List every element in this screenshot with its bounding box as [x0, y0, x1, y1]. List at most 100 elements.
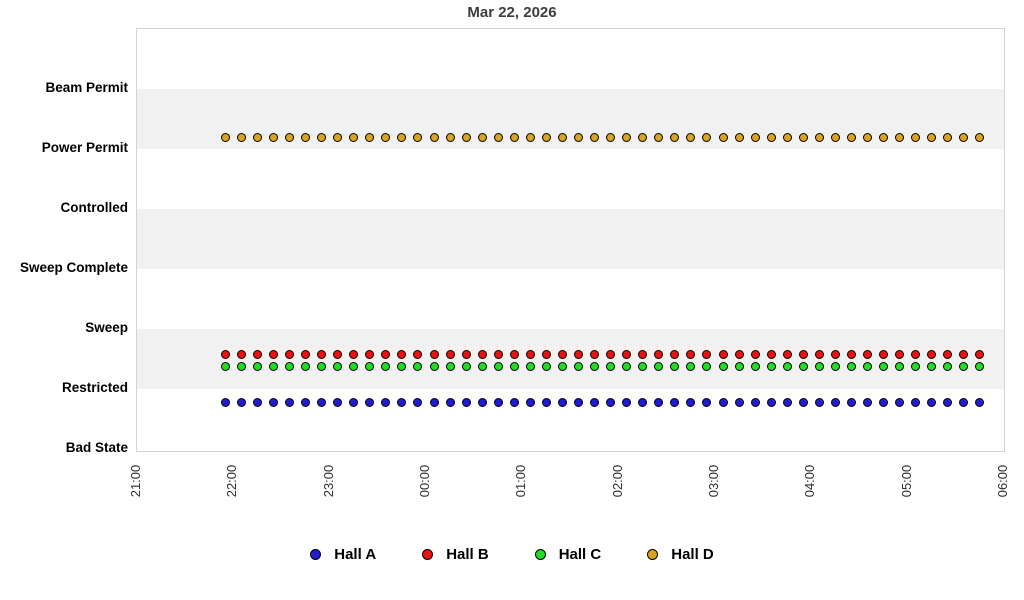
y-axis-label: Beam Permit	[45, 80, 128, 95]
data-point-hall-c	[220, 362, 230, 371]
data-point-hall-b	[879, 349, 889, 359]
x-axis-label: 05:00	[898, 464, 914, 498]
data-point-hall-c	[493, 362, 503, 371]
data-point-hall-b	[349, 349, 359, 359]
x-axis-label: 23:00	[320, 464, 336, 498]
data-point-hall-c	[686, 362, 696, 371]
data-point-hall-d	[734, 132, 744, 142]
legend-marker-icon	[422, 548, 434, 560]
data-point-hall-d	[606, 132, 616, 142]
data-point-hall-b	[285, 349, 295, 359]
data-point-hall-d	[333, 132, 343, 142]
data-point-hall-b	[413, 349, 423, 359]
y-axis-label: Controlled	[60, 200, 129, 215]
data-point-hall-b	[590, 349, 600, 359]
data-point-hall-b	[911, 349, 921, 359]
data-point-hall-d	[622, 132, 632, 142]
data-point-hall-b	[557, 349, 567, 359]
data-point-hall-b	[574, 349, 584, 359]
data-point-hall-d	[959, 132, 969, 142]
y-axis: Beam Permit Power Permit Controlled Sweep C…	[0, 28, 129, 455]
data-point-hall-a	[798, 398, 808, 407]
data-point-hall-b	[750, 349, 760, 359]
data-point-hall-c	[670, 362, 680, 371]
data-point-hall-c	[236, 362, 246, 371]
data-point-hall-c	[734, 362, 744, 371]
data-point-hall-d	[461, 132, 471, 142]
data-point-hall-d	[590, 132, 600, 142]
data-point-hall-b	[397, 349, 407, 359]
data-point-hall-d	[670, 132, 680, 142]
data-point-hall-c	[959, 362, 969, 371]
data-point-hall-a	[509, 398, 519, 407]
data-point-hall-b	[718, 349, 728, 359]
data-point-hall-d	[782, 132, 792, 142]
data-point-hall-c	[911, 362, 921, 371]
data-point-hall-b	[381, 349, 391, 359]
plot-band	[137, 89, 1004, 149]
data-point-hall-b	[782, 349, 792, 359]
data-point-hall-b	[477, 349, 487, 359]
legend: Hall A Hall B Hall C Hall D	[0, 540, 1024, 568]
data-point-hall-b	[493, 349, 503, 359]
y-axis-label: Power Permit	[41, 140, 128, 155]
data-point-hall-c	[333, 362, 343, 371]
data-point-hall-a	[285, 398, 295, 407]
data-point-hall-c	[927, 362, 937, 371]
data-point-hall-a	[622, 398, 632, 407]
data-point-hall-b	[541, 349, 551, 359]
x-axis-label: 06:00	[995, 464, 1010, 498]
data-point-hall-a	[557, 398, 567, 407]
data-point-hall-a	[670, 398, 680, 407]
data-point-hall-a	[734, 398, 744, 407]
data-point-hall-d	[830, 132, 840, 142]
data-point-hall-d	[846, 132, 856, 142]
data-point-hall-a	[525, 398, 535, 407]
data-point-hall-c	[830, 362, 840, 371]
legend-marker-icon	[647, 548, 659, 560]
data-point-hall-d	[268, 132, 278, 142]
data-point-hall-c	[445, 362, 455, 371]
data-point-hall-d	[557, 132, 567, 142]
data-point-hall-d	[477, 132, 487, 142]
legend-marker-icon	[310, 548, 322, 560]
data-point-hall-a	[782, 398, 792, 407]
data-point-hall-a	[702, 398, 712, 407]
data-point-hall-d	[895, 132, 905, 142]
legend-label: Hall A	[334, 545, 377, 563]
data-point-hall-a	[301, 398, 311, 407]
data-point-hall-d	[285, 132, 295, 142]
data-point-hall-d	[927, 132, 937, 142]
data-point-hall-d	[911, 132, 921, 142]
data-point-hall-a	[349, 398, 359, 407]
legend-item: Hall A	[310, 546, 376, 563]
legend-item: Hall C	[534, 545, 602, 563]
data-point-hall-d	[814, 132, 824, 142]
data-point-hall-a	[220, 398, 230, 407]
data-point-hall-a	[766, 398, 776, 407]
data-point-hall-a	[252, 398, 262, 407]
x-axis-label: 04:00	[802, 464, 818, 498]
data-point-hall-d	[863, 132, 873, 142]
data-point-hall-d	[220, 132, 230, 142]
x-axis-label: 21:00	[128, 464, 143, 498]
data-point-hall-a	[863, 398, 873, 407]
legend-label: Hall C	[558, 545, 602, 563]
data-point-hall-a	[445, 398, 455, 407]
data-point-hall-a	[911, 398, 921, 407]
data-point-hall-b	[863, 349, 873, 359]
data-point-hall-b	[766, 349, 776, 359]
data-point-hall-c	[365, 362, 375, 371]
data-point-hall-a	[846, 398, 856, 407]
data-point-hall-b	[846, 349, 856, 359]
legend-item: Hall D	[647, 546, 714, 563]
data-point-hall-c	[397, 362, 407, 371]
data-point-hall-c	[590, 362, 600, 371]
data-point-hall-c	[252, 362, 262, 371]
data-point-hall-b	[333, 349, 343, 359]
data-point-hall-b	[220, 349, 230, 359]
data-point-hall-d	[943, 132, 953, 142]
data-point-hall-a	[750, 398, 760, 407]
data-point-hall-c	[702, 362, 712, 371]
data-point-hall-c	[798, 362, 808, 371]
